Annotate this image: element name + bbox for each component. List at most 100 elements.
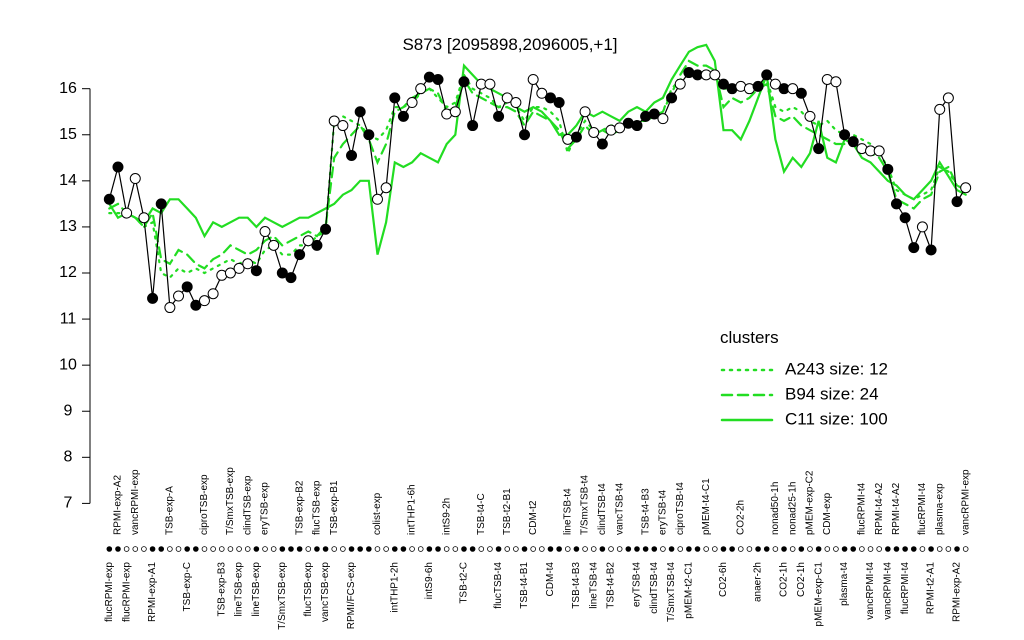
data-point — [458, 76, 470, 88]
sample-dot — [132, 546, 139, 552]
data-point — [960, 182, 972, 194]
sample-dot — [383, 546, 389, 552]
sample-dot — [694, 546, 701, 552]
data-point — [787, 83, 799, 95]
data-point — [389, 92, 401, 104]
data-point — [346, 150, 358, 161]
data-point — [614, 122, 626, 134]
x-tick-label: RPMI-exp-A1 — [147, 562, 158, 622]
sample-dot — [409, 546, 415, 552]
data-point — [320, 223, 332, 235]
x-tick-label: clindTSB-t4 — [597, 483, 608, 535]
data-point — [328, 115, 340, 127]
data-point — [527, 73, 539, 85]
sample-dot — [201, 546, 208, 552]
data-point — [570, 131, 582, 143]
data-point — [242, 258, 254, 270]
data-point — [155, 198, 167, 210]
sample-dot — [288, 546, 294, 552]
data-point — [648, 108, 660, 120]
x-tick-label: TSB-exp-B1 — [329, 480, 340, 535]
x-tick-label: flucRPMI-t4 — [917, 482, 928, 535]
data-point — [674, 78, 686, 90]
y-tick-label: 7 — [64, 495, 73, 512]
x-tick-label: CO2-6h — [718, 562, 729, 597]
x-tick-label: TSB-t4-B3 — [571, 562, 582, 609]
sample-dot — [262, 546, 268, 552]
x-tick-label: lineTSB-t4 — [562, 488, 573, 535]
chart-title: S873 [2095898,2096005,+1] — [402, 35, 617, 54]
x-tick-label: TSB-exp-A — [165, 486, 176, 535]
data-point — [916, 221, 928, 233]
sample-dot — [322, 546, 329, 552]
cluster-line — [108, 69, 967, 279]
sample-dot — [815, 546, 822, 552]
sample-dot — [227, 546, 234, 552]
x-tick-label: eryTSB-exp — [260, 482, 271, 535]
sample-dot — [141, 546, 147, 552]
data-point — [354, 106, 366, 118]
sample-dot — [841, 546, 848, 552]
sample-dot — [936, 546, 943, 552]
data-point — [337, 120, 349, 132]
data-point — [908, 242, 920, 254]
sample-dot — [547, 546, 554, 552]
sample-dot — [115, 546, 121, 552]
x-tick-label: flucRPMI-exp — [104, 562, 115, 622]
x-tick-label: CDM-exp — [822, 492, 833, 535]
data-point — [311, 239, 323, 251]
sample-dot — [789, 546, 796, 552]
data-point — [847, 136, 859, 148]
sample-dot — [244, 546, 251, 552]
sample-dot — [218, 546, 225, 552]
sample-dot — [651, 546, 658, 552]
sample-dot — [417, 546, 424, 552]
x-tick-label: CDM-t2 — [528, 500, 539, 535]
x-tick-label: flucRPMI-t4 — [857, 482, 868, 535]
data-point — [830, 76, 842, 88]
data-point — [294, 249, 306, 261]
sample-dot — [357, 546, 363, 552]
x-tick-label: ciproTSB-t4 — [675, 482, 686, 535]
sample-dot — [755, 546, 761, 552]
sample-dot — [703, 546, 709, 552]
data-point — [804, 110, 816, 122]
x-tick-label: TSB-exp-B3 — [216, 562, 227, 617]
sample-dot — [712, 546, 718, 552]
data-point — [752, 80, 764, 92]
y-tick-label: 14 — [59, 172, 77, 189]
x-tick-label: CDM-t4 — [545, 562, 556, 597]
data-point — [198, 295, 210, 307]
x-tick-label: T/SmxTSB-exp — [277, 562, 288, 630]
data-point — [579, 106, 591, 118]
sample-dot — [305, 546, 312, 552]
x-tick-label: vancRPMI-t4 — [865, 562, 876, 620]
sample-dot — [867, 546, 874, 552]
x-tick-label: intTHP1-6h — [407, 484, 418, 535]
sample-dot — [833, 546, 839, 552]
sample-dot — [452, 546, 459, 552]
data-point — [510, 97, 522, 109]
sample-dot — [469, 546, 476, 552]
y-tick-label: 16 — [59, 80, 77, 97]
sample-dot — [686, 546, 692, 552]
sample-dot — [824, 546, 831, 552]
sample-dot — [513, 546, 519, 552]
data-point — [129, 173, 141, 185]
sample-dot — [495, 546, 502, 552]
data-point — [769, 78, 781, 90]
x-tick-label: anaer-2h — [753, 562, 764, 602]
x-tick-label: TSB-exp-B2 — [294, 480, 305, 535]
sample-dot — [253, 546, 260, 552]
data-point — [717, 78, 729, 90]
data-point — [657, 113, 669, 125]
sample-dot — [625, 546, 632, 552]
sample-dot — [573, 546, 580, 552]
sample-dot — [885, 546, 891, 552]
sample-dot — [123, 546, 130, 552]
data-point — [484, 78, 496, 90]
sample-dot — [487, 546, 493, 552]
sample-dot — [850, 546, 857, 552]
data-point — [380, 182, 392, 194]
legend-label: A243 size: 12 — [785, 359, 888, 378]
